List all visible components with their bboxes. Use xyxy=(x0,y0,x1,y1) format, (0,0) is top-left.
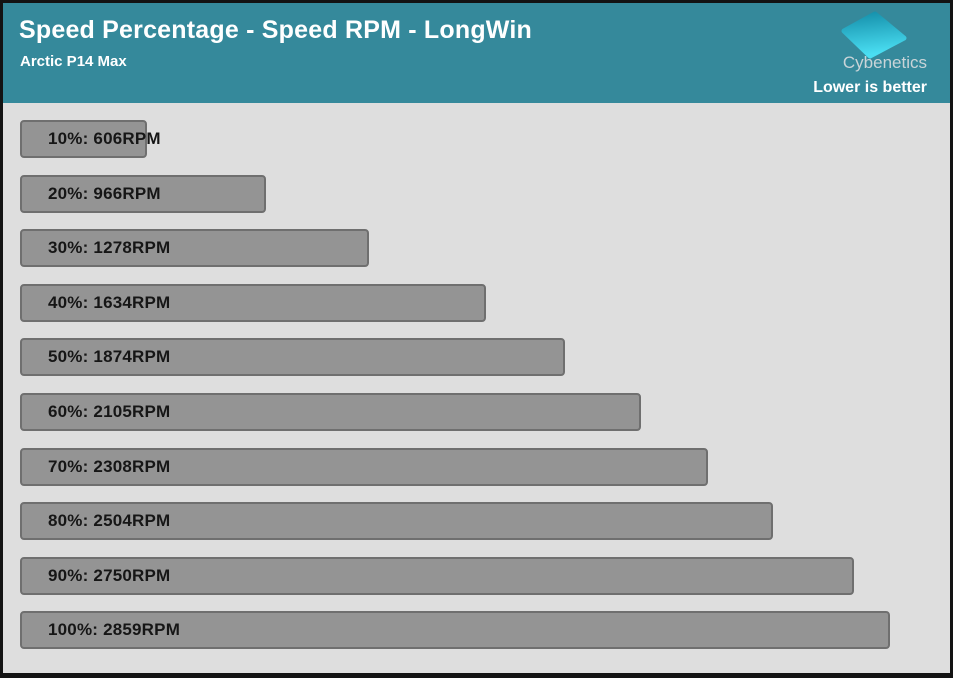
bar-label: 90%: 2750RPM xyxy=(48,565,171,585)
bar-label: 80%: 2504RPM xyxy=(48,511,171,531)
bar-label: 70%: 2308RPM xyxy=(48,456,171,476)
bar-10-percent: 10%: 606RPM xyxy=(20,120,161,158)
bar-80-percent: 80%: 2504RPM xyxy=(20,502,773,541)
bar-chart: 10%: 606RPM 20%: 966RPM 30%: 1278RPM 40%: 1… xyxy=(3,103,950,650)
bar-label: 20%: 966RPM xyxy=(48,183,161,203)
bar-label: 100%: 2859RPM xyxy=(48,620,181,640)
bar-50-percent: 50%: 1874RPM xyxy=(20,338,566,377)
chart-title: Speed Percentage - Speed RPM - LongWin xyxy=(19,16,532,44)
bar-60-percent: 60%: 2105RPM xyxy=(20,392,642,431)
bar-label: 10%: 606RPM xyxy=(48,129,161,148)
bar-40-percent: 40%: 1634RPM xyxy=(20,283,486,322)
cybenetics-logo-icon xyxy=(841,11,907,59)
bar-30-percent: 30%: 1278RPM xyxy=(20,229,369,268)
bar-label: 40%: 1634RPM xyxy=(48,292,171,312)
lower-is-better-note: Lower is better xyxy=(813,79,927,96)
bar-label: 30%: 1278RPM xyxy=(48,238,171,258)
chart-header: Speed Percentage - Speed RPM - LongWin A… xyxy=(3,3,950,103)
bar-label: 60%: 2105RPM xyxy=(48,401,171,421)
bar-20-percent: 20%: 966RPM xyxy=(20,174,266,213)
brand-name: Cybenetics xyxy=(842,53,927,72)
chart-subtitle: Arctic P14 Max xyxy=(20,53,127,70)
bar-90-percent: 90%: 2750RPM xyxy=(20,556,855,595)
bar-70-percent: 70%: 2308RPM xyxy=(20,447,709,486)
bar-label: 50%: 1874RPM xyxy=(48,347,171,367)
bar-100-percent: 100%: 2859RPM xyxy=(20,611,890,650)
